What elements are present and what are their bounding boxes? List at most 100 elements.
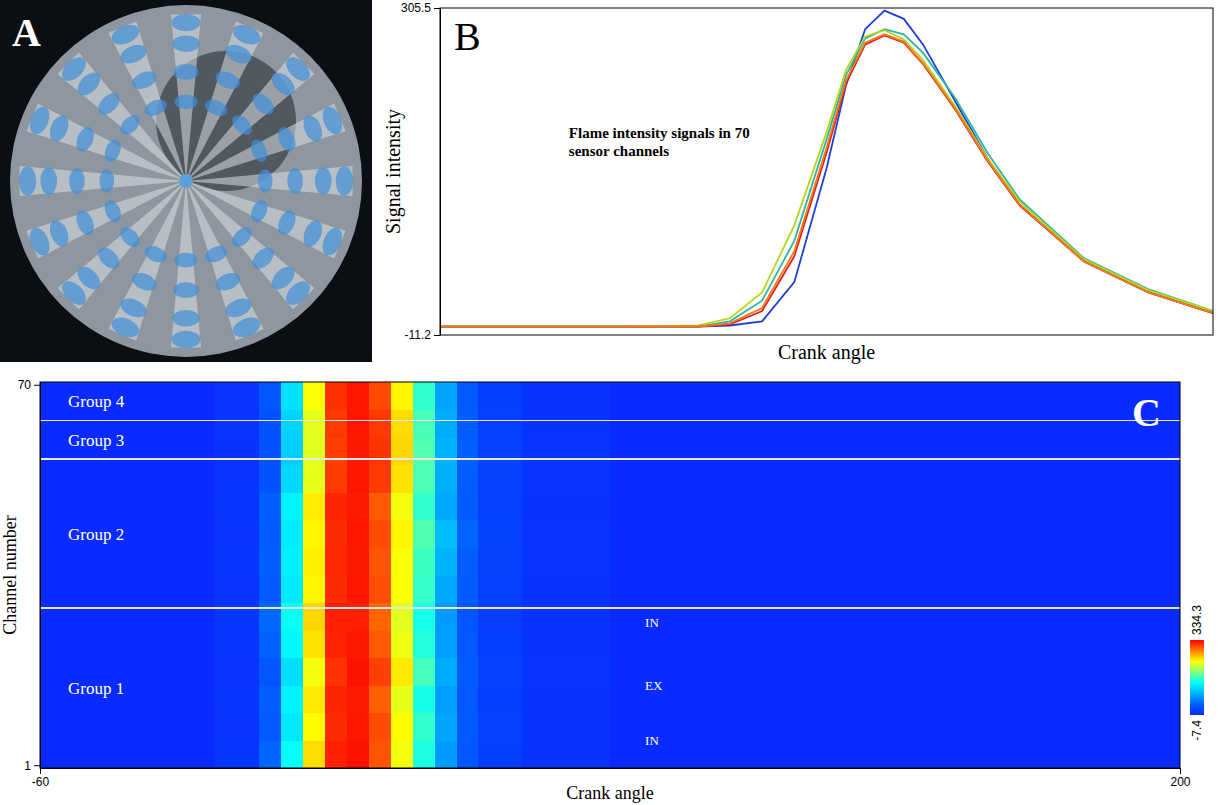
heatmap-cell xyxy=(303,630,325,658)
heatmap-cell xyxy=(215,547,259,575)
heatmap-cell xyxy=(413,492,435,520)
heatmap-cell xyxy=(325,603,347,631)
heatmap-cell xyxy=(347,520,369,548)
heatmap-cell xyxy=(215,492,259,520)
heatmap-cell xyxy=(391,685,413,713)
annotation: IN xyxy=(645,615,659,630)
tick-mark xyxy=(40,768,41,774)
panel-label: C xyxy=(1132,390,1161,435)
heatmap-cell xyxy=(303,465,325,493)
sensor-cone xyxy=(319,104,346,137)
heatmap-cell xyxy=(478,740,522,768)
group-label: Group 1 xyxy=(68,679,124,698)
heatmap-cell xyxy=(40,713,216,741)
sensor-cone xyxy=(117,224,144,251)
heatmap-cell xyxy=(478,382,522,410)
tick: 1 xyxy=(24,759,40,773)
heatmap-cell xyxy=(369,713,391,741)
heatmap-cell xyxy=(325,465,347,493)
heatmap-cell xyxy=(281,658,303,686)
heatmap-cell xyxy=(457,658,479,686)
heatmap-cell xyxy=(610,547,1180,575)
sensor-cone xyxy=(287,168,303,193)
heatmap-cell xyxy=(413,465,435,493)
heatmap-cell xyxy=(435,740,457,768)
chamber-shade xyxy=(156,51,296,191)
sensor-cone xyxy=(118,41,150,67)
heatmap-cell xyxy=(303,547,325,575)
heatmap-cell xyxy=(40,575,216,603)
tick: 70 xyxy=(18,378,40,392)
heatmap-cell xyxy=(457,492,479,520)
heatmap-cell xyxy=(215,630,259,658)
heatmap-cell xyxy=(215,740,259,768)
heatmap-cell xyxy=(259,630,281,658)
heatmap-cell xyxy=(413,630,435,658)
heatmap-cell xyxy=(215,465,259,493)
heatmap-cell xyxy=(369,575,391,603)
tick-label: -11.2 xyxy=(405,328,432,342)
tick-mark xyxy=(434,8,440,9)
signal-line xyxy=(440,29,1213,326)
heatmap-cell xyxy=(413,520,435,548)
sensor-cone xyxy=(58,277,91,310)
axis-line xyxy=(440,9,441,336)
heatmap-cell xyxy=(215,437,259,465)
heatmap-cell xyxy=(259,410,281,438)
heatmap-cell xyxy=(391,410,413,438)
heatmap-cell xyxy=(435,492,457,520)
sensor-beam xyxy=(58,181,186,309)
heatmap-cell xyxy=(457,575,479,603)
heatmap-cell xyxy=(413,685,435,713)
sensor-cone xyxy=(248,198,271,225)
heatmap-cell xyxy=(40,658,216,686)
annotation-line: Flame intensity signals in 70 xyxy=(569,125,750,141)
heatmap-cell xyxy=(457,685,479,713)
heatmap-cell xyxy=(610,520,1180,548)
sensor-cone xyxy=(129,68,159,92)
heatmap-cell xyxy=(457,520,479,548)
sensor-cone xyxy=(249,89,278,118)
heatmap-cell xyxy=(522,630,610,658)
heatmap-cell xyxy=(259,437,281,465)
heatmap-cell xyxy=(281,410,303,438)
heatmap-cell xyxy=(610,740,1180,768)
heatmap-cell xyxy=(478,520,522,548)
y-axis-title: Signal intensity xyxy=(382,109,405,234)
panel-label: A xyxy=(12,10,41,55)
heatmap-cell xyxy=(478,492,522,520)
heatmap-cell xyxy=(259,492,281,520)
sensor-cone xyxy=(172,310,199,327)
tick: 305.5 xyxy=(401,1,440,15)
sensor-cone xyxy=(223,295,255,321)
heatmap-cell xyxy=(435,547,457,575)
heatmap-cell xyxy=(457,740,479,768)
sensor-cone xyxy=(203,243,230,266)
sensor-beam xyxy=(186,103,346,181)
signal-line xyxy=(440,34,1213,326)
heatmap-cell xyxy=(259,713,281,741)
heatmap-cell xyxy=(435,658,457,686)
x-axis-title: Crank angle xyxy=(778,341,875,364)
sensor-cone xyxy=(300,113,326,145)
group-boundary xyxy=(40,607,1180,609)
heatmap-cell xyxy=(435,575,457,603)
annotation: IN xyxy=(645,733,659,748)
sensor-cone xyxy=(275,124,299,154)
heatmap-cell xyxy=(522,685,610,713)
group-boundary xyxy=(40,420,1180,422)
heatmap-cell xyxy=(413,658,435,686)
heatmap-cell xyxy=(215,382,259,410)
heatmap-cell xyxy=(457,547,479,575)
heatmap-cell xyxy=(259,575,281,603)
heatmap-cell xyxy=(478,603,522,631)
heatmap-cell xyxy=(369,603,391,631)
heatmap-cell xyxy=(259,603,281,631)
heatmap-cell xyxy=(457,437,479,465)
heatmap-cell xyxy=(369,465,391,493)
sensor-cone xyxy=(172,331,201,348)
tick: 200 xyxy=(1170,768,1190,789)
heatmap-cell xyxy=(522,465,610,493)
heatmap-cell xyxy=(325,630,347,658)
heatmap-cell xyxy=(215,713,259,741)
